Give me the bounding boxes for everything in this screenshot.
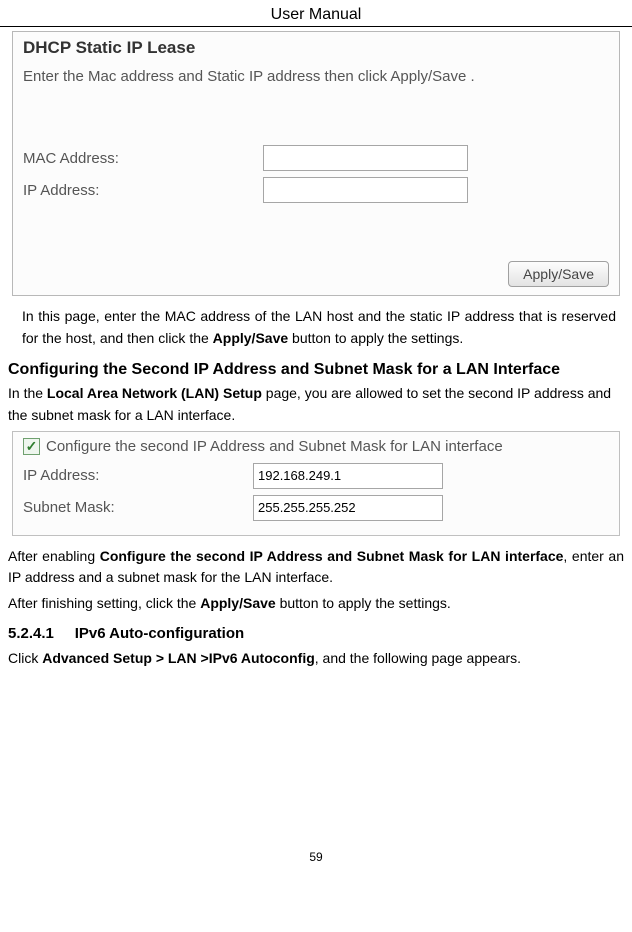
para4-bold: Apply/Save: [200, 595, 275, 611]
para1-post: button to apply the settings.: [288, 330, 463, 346]
para3-bold: Configure the second IP Address and Subn…: [100, 548, 564, 564]
para1-bold: Apply/Save: [213, 330, 288, 346]
configure-second-ip-checkbox[interactable]: ✓: [23, 438, 40, 455]
check-icon: ✓: [26, 439, 38, 453]
page-number: 59: [8, 850, 624, 864]
panel-title: DHCP Static IP Lease: [23, 38, 609, 58]
document-header: User Manual: [0, 0, 632, 27]
para5-post: , and the following page appears.: [315, 650, 521, 666]
mac-address-label: MAC Address:: [23, 150, 263, 167]
subsection-heading-ipv6: 5.2.4.1 IPv6 Auto-configuration: [8, 625, 624, 642]
para4-post: button to apply the settings.: [276, 595, 451, 611]
paragraph-ipv6-click: Click Advanced Setup > LAN >IPv6 Autocon…: [8, 648, 624, 670]
para5-pre: Click: [8, 650, 42, 666]
para3-pre: After enabling: [8, 548, 100, 564]
subsection-number: 5.2.4.1: [8, 625, 54, 642]
section-heading-second-ip: Configuring the Second IP Address and Su…: [8, 361, 624, 379]
subnet-mask-label: Subnet Mask:: [23, 499, 253, 516]
para5-bold: Advanced Setup > LAN >IPv6 Autoconfig: [42, 650, 315, 666]
para2-pre: In the: [8, 385, 47, 401]
subsection-title: IPv6 Auto-configuration: [75, 625, 244, 642]
dhcp-static-ip-lease-panel: DHCP Static IP Lease Enter the Mac addre…: [12, 31, 620, 296]
para4-pre: After finishing setting, click the: [8, 595, 200, 611]
para2-bold: Local Area Network (LAN) Setup: [47, 385, 262, 401]
ip-address-input[interactable]: [263, 177, 468, 203]
second-ip-address-input[interactable]: [253, 463, 443, 489]
subnet-mask-input[interactable]: [253, 495, 443, 521]
ip-address-label: IP Address:: [23, 182, 263, 199]
paragraph-lan-setup: In the Local Area Network (LAN) Setup pa…: [8, 383, 624, 426]
second-ip-address-label: IP Address:: [23, 467, 253, 484]
configure-second-ip-label: Configure the second IP Address and Subn…: [46, 438, 503, 455]
second-ip-config-panel: ✓ Configure the second IP Address and Su…: [12, 431, 620, 536]
apply-save-button[interactable]: Apply/Save: [508, 261, 609, 287]
paragraph-after-enabling: After enabling Configure the second IP A…: [8, 546, 624, 589]
panel-instruction: Enter the Mac address and Static IP addr…: [23, 68, 609, 85]
paragraph-after-finishing: After finishing setting, click the Apply…: [8, 593, 624, 615]
paragraph-dhcp-apply: In this page, enter the MAC address of t…: [22, 306, 616, 349]
mac-address-input[interactable]: [263, 145, 468, 171]
